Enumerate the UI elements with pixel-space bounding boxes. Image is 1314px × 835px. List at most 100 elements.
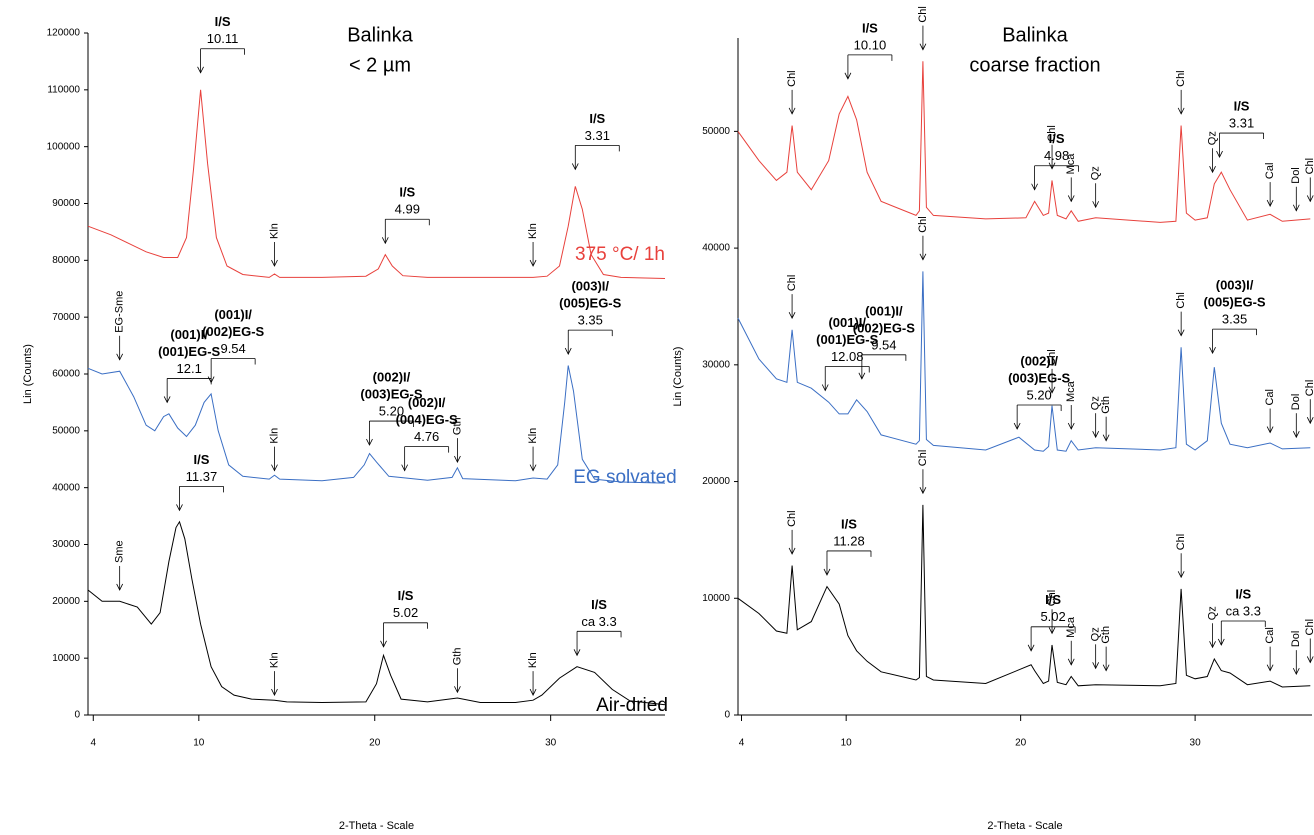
arrow-head bbox=[380, 640, 387, 648]
annotation-value: 9.54 bbox=[871, 337, 896, 352]
x-tick-label: 20 bbox=[369, 738, 381, 749]
x-axis-title: 2-Theta - Scale bbox=[339, 820, 414, 832]
annotation-label: (002)I/ bbox=[1020, 353, 1058, 368]
arrow-head bbox=[1306, 195, 1314, 203]
arrow-head bbox=[919, 253, 927, 261]
x-tick-label: 30 bbox=[545, 738, 557, 749]
mineral-label: Gth bbox=[451, 417, 463, 435]
data-line bbox=[87, 365, 666, 484]
arrow-head bbox=[844, 72, 852, 80]
series-label: EG solvated bbox=[573, 467, 677, 488]
annotation-value: 9.54 bbox=[220, 341, 245, 356]
y-tick-label: 50000 bbox=[52, 425, 80, 436]
annotation-label: I/S bbox=[1234, 98, 1250, 113]
arrow-head bbox=[366, 438, 373, 446]
annotation-value: 5.02 bbox=[1040, 609, 1065, 624]
mineral-label: Kln bbox=[527, 428, 539, 444]
annotation-value: 3.35 bbox=[578, 313, 603, 328]
arrow-head bbox=[1048, 162, 1056, 170]
y-tick-label: 100000 bbox=[47, 141, 81, 152]
arrow-head bbox=[1217, 638, 1225, 646]
arrow-head bbox=[571, 163, 579, 171]
arrow-head bbox=[271, 259, 278, 267]
mineral-label: Dol bbox=[1290, 394, 1302, 411]
annotation-value: 5.20 bbox=[379, 403, 404, 418]
y-tick-label: 90000 bbox=[52, 198, 80, 209]
arrow-head bbox=[1209, 641, 1216, 649]
annotation-label: I/S bbox=[591, 597, 607, 612]
arrow-head bbox=[1102, 434, 1110, 442]
chart-title: Balinka bbox=[347, 24, 413, 46]
arrow-head bbox=[858, 372, 866, 380]
mineral-label: Cal bbox=[1264, 163, 1276, 180]
annotation-value: 11.37 bbox=[186, 469, 218, 484]
mineral-label: Gth bbox=[451, 648, 463, 666]
mineral-label: Chl bbox=[1175, 70, 1187, 87]
arrow-head bbox=[573, 649, 581, 657]
mineral-label: Qz bbox=[1206, 606, 1218, 620]
annotation-value: 5.20 bbox=[1026, 387, 1051, 402]
series-label: Air-dried bbox=[596, 695, 668, 716]
arrow-head bbox=[1266, 426, 1274, 434]
mineral-label: Chl bbox=[1175, 534, 1187, 551]
arrow-head bbox=[1092, 201, 1100, 209]
arrow-head bbox=[207, 376, 215, 384]
arrow-head bbox=[1216, 150, 1223, 158]
annotation-value: 10.11 bbox=[207, 31, 239, 46]
annotation-label: (003)I/ bbox=[1216, 278, 1254, 293]
y-tick-label: 30000 bbox=[52, 539, 80, 550]
annotation-label: I/S bbox=[589, 111, 605, 126]
mineral-label: Kln bbox=[268, 428, 280, 444]
mineral-label: Qz bbox=[1090, 166, 1102, 180]
chart-subtitle: < 2 µm bbox=[349, 54, 411, 76]
annotation-value: ca 3.3 bbox=[581, 614, 616, 629]
mineral-label: Dol bbox=[1290, 167, 1302, 184]
annotation-label: (001)I/ bbox=[214, 307, 252, 322]
mineral-label: Sme bbox=[114, 540, 126, 563]
annotation-value: 3.35 bbox=[1222, 312, 1247, 327]
arrow-head bbox=[1027, 644, 1035, 652]
annotation-label: (005)EG-S bbox=[1203, 295, 1265, 310]
annotation-value: 4.76 bbox=[414, 429, 439, 444]
arrow-head bbox=[1292, 431, 1300, 439]
mineral-label: Cal bbox=[1264, 627, 1276, 644]
arrow-head bbox=[1266, 664, 1274, 672]
mineral-label: Kln bbox=[268, 652, 280, 668]
y-tick-label: 10000 bbox=[52, 653, 80, 664]
arrow-head bbox=[1092, 431, 1100, 439]
annotation-label: I/S bbox=[1235, 586, 1251, 601]
arrow-head bbox=[821, 384, 829, 392]
arrow-head bbox=[1067, 658, 1075, 666]
y-tick-label: 50000 bbox=[702, 126, 730, 137]
data-line bbox=[737, 61, 1311, 223]
mineral-label: Qz bbox=[1090, 396, 1102, 410]
arrow-head bbox=[1209, 346, 1216, 355]
data-line bbox=[87, 89, 666, 279]
y-tick-label: 80000 bbox=[52, 255, 80, 266]
annotation-value: 4.98 bbox=[1044, 148, 1069, 163]
x-tick-label: 4 bbox=[739, 738, 745, 749]
annotation-label: I/S bbox=[1049, 131, 1065, 146]
annotation-label: (001)I/ bbox=[865, 303, 903, 318]
arrow-head bbox=[1092, 662, 1100, 670]
annotation-label: (002)I/ bbox=[373, 369, 411, 384]
mineral-label: Chl bbox=[917, 6, 929, 23]
mineral-label: Qz bbox=[1206, 131, 1218, 145]
x-tick-label: 30 bbox=[1190, 738, 1202, 749]
y-tick-label: 40000 bbox=[52, 482, 80, 493]
y-tick-label: 70000 bbox=[52, 312, 80, 323]
y-axis-title: Lin (Counts) bbox=[22, 344, 34, 404]
annotation-label: (001)EG-S bbox=[158, 344, 220, 359]
mineral-label: Gth bbox=[1100, 626, 1112, 644]
mineral-label: Chl bbox=[1046, 125, 1058, 142]
arrow-head bbox=[271, 688, 278, 697]
y-tick-label: 60000 bbox=[52, 369, 80, 380]
mineral-label: Chl bbox=[917, 216, 929, 233]
arrow-head bbox=[116, 353, 124, 361]
data-line bbox=[87, 520, 666, 706]
arrow-head bbox=[564, 347, 572, 356]
chart-title: Balinka bbox=[1002, 24, 1068, 46]
mineral-label: Kln bbox=[527, 223, 539, 239]
mineral-label: Chl bbox=[1046, 349, 1058, 366]
mineral-label: Chl bbox=[1304, 619, 1314, 636]
